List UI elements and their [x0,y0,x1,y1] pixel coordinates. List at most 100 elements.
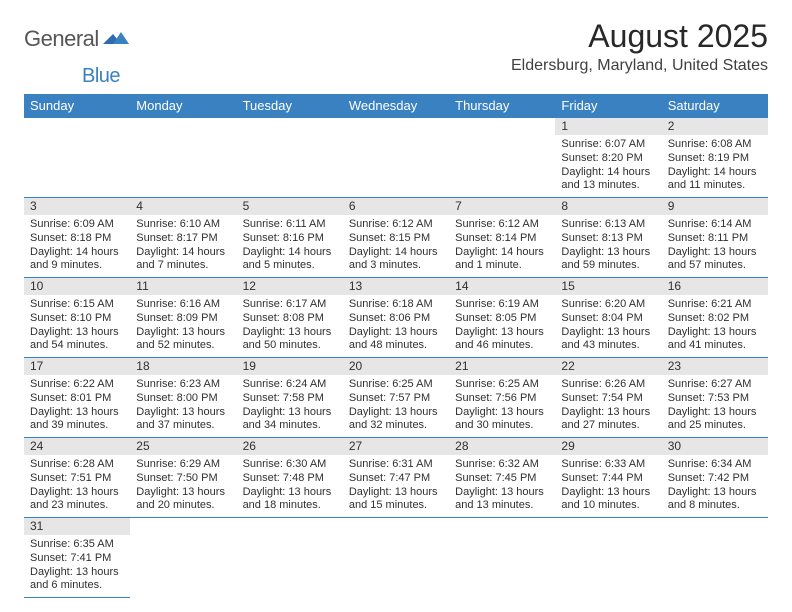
logo: General [24,18,131,52]
day-daylight2: and 34 minutes. [243,419,339,433]
day-sunset: Sunset: 8:17 PM [136,232,232,246]
day-number: 23 [662,358,768,375]
calendar-cell: 11Sunrise: 6:16 AMSunset: 8:09 PMDayligh… [130,278,236,358]
calendar-cell: 28Sunrise: 6:32 AMSunset: 7:45 PMDayligh… [449,438,555,518]
day-sunset: Sunset: 7:42 PM [668,472,764,486]
title-block: August 2025 Eldersburg, Maryland, United… [511,18,768,75]
day-number: 21 [449,358,555,375]
day-sunrise: Sunrise: 6:18 AM [349,298,445,312]
day-number: 8 [555,198,661,215]
day-sunset: Sunset: 8:18 PM [30,232,126,246]
day-daylight1: Daylight: 14 hours [561,166,657,180]
day-sunrise: Sunrise: 6:11 AM [243,218,339,232]
day-number: 29 [555,438,661,455]
day-sunset: Sunset: 7:58 PM [243,392,339,406]
day-sunset: Sunset: 7:53 PM [668,392,764,406]
day-daylight2: and 43 minutes. [561,339,657,353]
day-sunrise: Sunrise: 6:12 AM [349,218,445,232]
day-sunset: Sunset: 8:05 PM [455,312,551,326]
calendar-cell [130,518,236,598]
day-sunrise: Sunrise: 6:22 AM [30,378,126,392]
day-daylight2: and 46 minutes. [455,339,551,353]
day-sunrise: Sunrise: 6:23 AM [136,378,232,392]
weekday-header: Saturday [662,94,768,118]
day-number: 17 [24,358,130,375]
day-sunrise: Sunrise: 6:09 AM [30,218,126,232]
day-number: 1 [555,118,661,135]
day-sunset: Sunset: 8:08 PM [243,312,339,326]
day-sunset: Sunset: 8:10 PM [30,312,126,326]
day-sunset: Sunset: 8:20 PM [561,152,657,166]
day-daylight1: Daylight: 13 hours [136,486,232,500]
day-daylight1: Daylight: 13 hours [349,406,445,420]
day-daylight2: and 15 minutes. [349,499,445,513]
day-daylight1: Daylight: 13 hours [136,326,232,340]
day-number: 14 [449,278,555,295]
day-sunset: Sunset: 8:13 PM [561,232,657,246]
day-sunrise: Sunrise: 6:26 AM [561,378,657,392]
day-daylight1: Daylight: 13 hours [30,406,126,420]
calendar-cell [343,118,449,198]
day-number: 27 [343,438,449,455]
day-sunrise: Sunrise: 6:32 AM [455,458,551,472]
calendar-cell [449,518,555,598]
day-number: 3 [24,198,130,215]
day-daylight1: Daylight: 14 hours [668,166,764,180]
day-number: 30 [662,438,768,455]
day-number: 4 [130,198,236,215]
day-number: 24 [24,438,130,455]
calendar-cell: 26Sunrise: 6:30 AMSunset: 7:48 PMDayligh… [237,438,343,518]
day-daylight1: Daylight: 13 hours [561,406,657,420]
day-sunset: Sunset: 8:09 PM [136,312,232,326]
day-sunset: Sunset: 7:41 PM [30,552,126,566]
day-number: 22 [555,358,661,375]
day-daylight1: Daylight: 13 hours [561,326,657,340]
calendar-cell [555,518,661,598]
calendar-cell: 23Sunrise: 6:27 AMSunset: 7:53 PMDayligh… [662,358,768,438]
day-daylight2: and 37 minutes. [136,419,232,433]
day-daylight1: Daylight: 13 hours [243,486,339,500]
day-sunrise: Sunrise: 6:29 AM [136,458,232,472]
calendar-cell: 17Sunrise: 6:22 AMSunset: 8:01 PMDayligh… [24,358,130,438]
day-sunrise: Sunrise: 6:08 AM [668,138,764,152]
calendar-cell: 22 Sunrise: 6:26 AMSunset: 7:54 PMDayligh… [555,358,661,438]
calendar-cell: 2Sunrise: 6:08 AMSunset: 8:19 PMDaylight… [662,118,768,198]
day-daylight1: Daylight: 13 hours [668,486,764,500]
day-daylight2: and 39 minutes. [30,419,126,433]
day-daylight2: and 23 minutes. [30,499,126,513]
calendar-cell [130,118,236,198]
calendar-cell: 29Sunrise: 6:33 AMSunset: 7:44 PMDayligh… [555,438,661,518]
day-sunrise: Sunrise: 6:17 AM [243,298,339,312]
day-sunset: Sunset: 7:47 PM [349,472,445,486]
calendar-cell: 25Sunrise: 6:29 AMSunset: 7:50 PMDayligh… [130,438,236,518]
day-daylight1: Daylight: 13 hours [668,326,764,340]
day-sunrise: Sunrise: 6:10 AM [136,218,232,232]
day-sunrise: Sunrise: 6:15 AM [30,298,126,312]
day-sunset: Sunset: 8:11 PM [668,232,764,246]
day-sunset: Sunset: 8:14 PM [455,232,551,246]
day-number: 9 [662,198,768,215]
day-sunset: Sunset: 7:48 PM [243,472,339,486]
day-sunset: Sunset: 8:00 PM [136,392,232,406]
day-daylight1: Daylight: 13 hours [455,406,551,420]
day-sunrise: Sunrise: 6:12 AM [455,218,551,232]
day-number: 20 [343,358,449,375]
calendar-cell: 6Sunrise: 6:12 AMSunset: 8:15 PMDaylight… [343,198,449,278]
day-daylight1: Daylight: 13 hours [349,326,445,340]
day-sunset: Sunset: 8:16 PM [243,232,339,246]
calendar-cell [662,518,768,598]
day-sunset: Sunset: 7:54 PM [561,392,657,406]
day-number: 31 [24,518,130,535]
calendar-cell: 27Sunrise: 6:31 AMSunset: 7:47 PMDayligh… [343,438,449,518]
day-number: 2 [662,118,768,135]
day-number: 28 [449,438,555,455]
day-sunrise: Sunrise: 6:24 AM [243,378,339,392]
logo-text-blue: Blue [82,65,120,87]
day-number: 11 [130,278,236,295]
day-daylight2: and 48 minutes. [349,339,445,353]
day-number: 25 [130,438,236,455]
day-sunrise: Sunrise: 6:30 AM [243,458,339,472]
day-sunrise: Sunrise: 6:25 AM [455,378,551,392]
flag-icon [103,30,129,51]
calendar-cell [449,118,555,198]
